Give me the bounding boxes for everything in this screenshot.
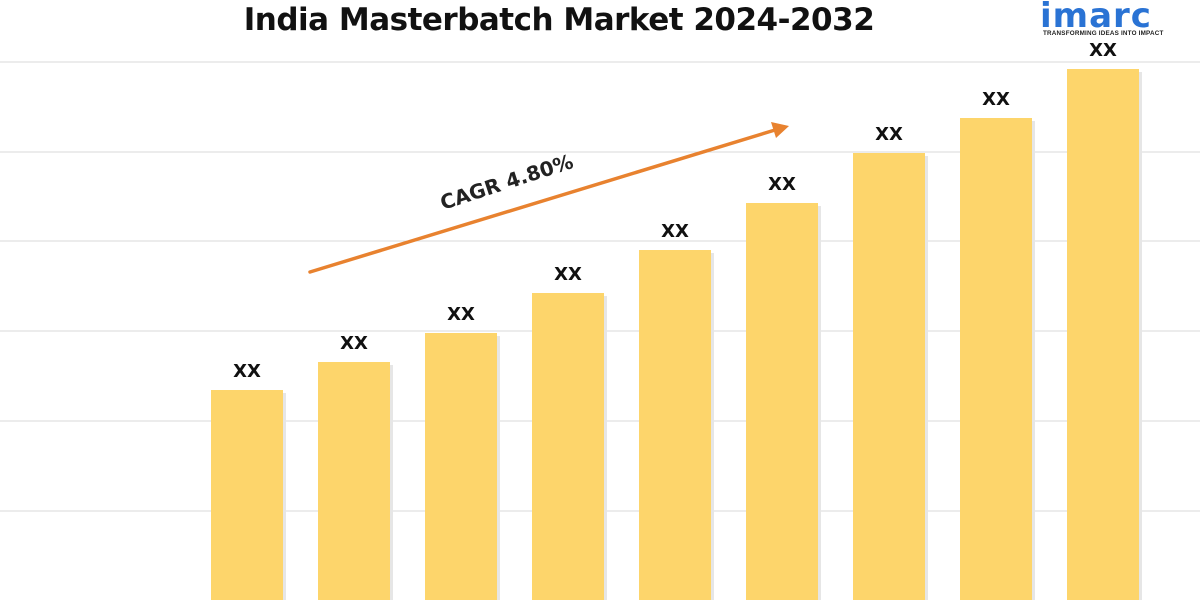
bar-value-label: XX	[982, 89, 1010, 110]
bar	[746, 203, 818, 600]
bar-value-label: XX	[661, 221, 689, 242]
bar	[532, 293, 604, 600]
data-labels-group: XX XX XX XX XX XX XX XX XX	[233, 40, 1117, 382]
cagr-label: CAGR 4.80%	[437, 149, 576, 215]
bar-value-label: XX	[447, 304, 475, 325]
bars-group	[211, 69, 1142, 600]
bar-value-label: XX	[875, 124, 903, 145]
bar	[960, 118, 1032, 600]
bar	[853, 153, 925, 600]
bar	[639, 250, 711, 600]
bar-value-label: XX	[340, 333, 368, 354]
chart-title: India Masterbatch Market 2024-2032	[243, 2, 875, 38]
cagr-arrow-head	[771, 122, 789, 138]
bar	[1067, 69, 1139, 600]
bar	[211, 390, 283, 600]
bar-value-label: XX	[1089, 40, 1117, 61]
logo-tagline: TRANSFORMING IDEAS INTO IMPACT	[1043, 30, 1164, 37]
bar	[318, 362, 390, 600]
bar-value-label: XX	[554, 264, 582, 285]
bar	[425, 333, 497, 600]
logo-wordmark: imarc	[1040, 0, 1152, 36]
cagr-annotation: CAGR 4.80%	[308, 122, 789, 274]
cagr-arrow	[308, 128, 777, 274]
imarc-logo: imarc TRANSFORMING IDEAS INTO IMPACT	[1040, 0, 1200, 42]
bar-value-label: XX	[233, 361, 261, 382]
bar-value-label: XX	[768, 174, 796, 195]
